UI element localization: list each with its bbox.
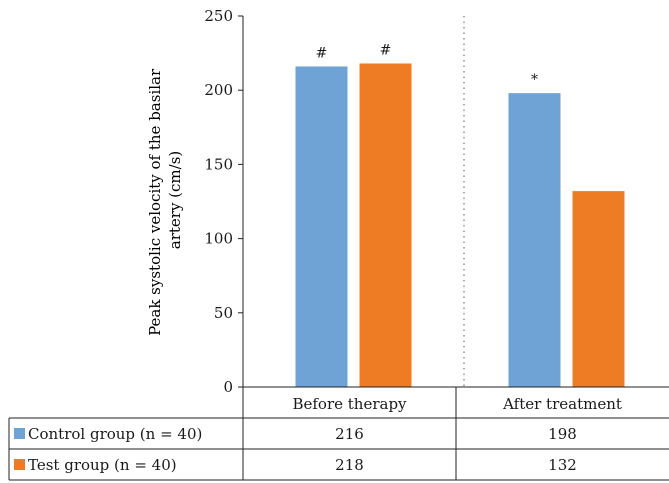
category-label: After treatment (502, 395, 622, 413)
legend-label: Control group (n = 40) (28, 425, 202, 443)
bar (508, 93, 561, 387)
legend-swatch (14, 428, 25, 439)
bar-annotation: # (316, 45, 328, 61)
category-label: Before therapy (292, 395, 407, 413)
y-tick-label: 50 (214, 304, 233, 322)
table-value: 198 (548, 425, 577, 443)
bar (359, 63, 412, 387)
legend-label: Test group (n = 40) (28, 456, 177, 474)
y-tick-label: 0 (223, 378, 233, 396)
y-tick-label: 150 (204, 155, 233, 173)
y-tick-label: 100 (204, 230, 233, 248)
y-axis-label: Peak systolic velocity of the basilar ar… (146, 64, 184, 336)
table-value: 132 (548, 456, 577, 474)
data-table: Before therapy After treatment Control gro… (8, 386, 669, 481)
y-tick-label: 250 (204, 7, 233, 25)
bar (295, 66, 348, 388)
y-axis-label-line-2: artery (cm/s) (166, 151, 184, 250)
table-value: 218 (335, 456, 364, 474)
bar-annotation: * (531, 72, 538, 88)
y-axis-label-line-1: Peak systolic velocity of the basilar (146, 68, 164, 336)
table-value: 216 (335, 425, 364, 443)
legend-swatch (14, 459, 25, 470)
bar-annotation: # (380, 42, 392, 58)
y-tick-label: 200 (204, 81, 233, 99)
plot-area: 0 50 100 150 200 250 # # * (204, 7, 625, 396)
bar (572, 191, 625, 387)
